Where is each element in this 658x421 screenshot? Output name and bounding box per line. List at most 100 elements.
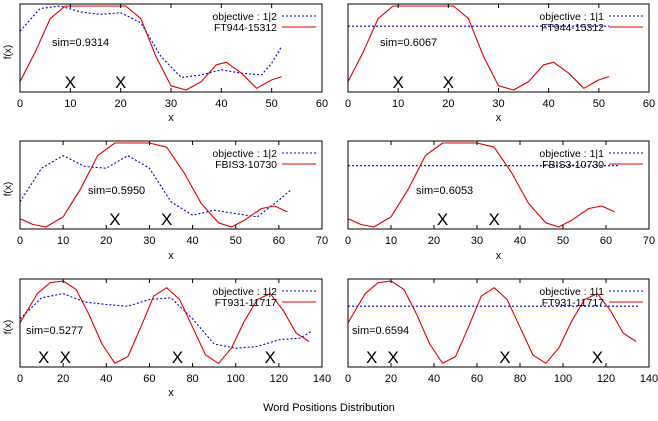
x-axis-label: x (168, 112, 174, 124)
x-tick-label: 60 (643, 98, 655, 110)
objective-line (20, 293, 312, 349)
x-axis-label: x (496, 112, 502, 124)
x-tick-label: 40 (215, 98, 227, 110)
x-tick-label: 0 (345, 373, 351, 385)
x-tick-label: 70 (316, 235, 328, 247)
x-marker: X (437, 210, 448, 229)
legend-label: objective : 1|1 (539, 286, 604, 298)
x-marker: X (161, 210, 172, 229)
x-tick-label: 60 (471, 373, 483, 385)
x-marker: X (443, 73, 454, 92)
x-tick-label: 120 (597, 373, 615, 385)
x-tick-label: 10 (392, 98, 404, 110)
fit-line (348, 280, 637, 364)
x-tick-label: 40 (428, 373, 440, 385)
x-tick-label: 80 (186, 373, 198, 385)
x-tick-label: 50 (266, 98, 278, 110)
plot-frame (347, 140, 650, 230)
fit-line (20, 280, 310, 364)
x-tick-label: 40 (514, 235, 526, 247)
plot-frame (347, 278, 650, 368)
x-tick-label: 70 (643, 235, 655, 247)
x-tick-label: 80 (514, 373, 526, 385)
x-tick-label: 100 (227, 373, 245, 385)
x-tick-label: 60 (273, 235, 285, 247)
x-tick-label: 20 (100, 235, 112, 247)
x-tick-label: 30 (165, 98, 177, 110)
x-tick-label: 30 (143, 235, 155, 247)
x-tick-label: 10 (57, 235, 69, 247)
fit-line (348, 142, 615, 228)
x-marker: X (38, 348, 49, 367)
legend-label: objective : 1|1 (539, 148, 604, 160)
y-axis-label: f(x) (3, 45, 14, 59)
x-tick-label: 0 (345, 235, 351, 247)
x-marker: X (489, 210, 500, 229)
x-tick-label: 0 (17, 235, 23, 247)
legend-label: FBIS3-10730 (215, 159, 277, 171)
x-tick-label: 60 (316, 98, 328, 110)
sim-label: sim=0.5950 (88, 185, 145, 197)
x-marker: X (366, 348, 377, 367)
fit-line (348, 5, 610, 91)
legend-label: FT944-15312 (541, 22, 604, 34)
x-tick-label: 30 (492, 98, 504, 110)
sim-label: sim=0.6067 (380, 37, 437, 49)
x-tick-label: 10 (385, 235, 397, 247)
x-tick-label: 50 (230, 235, 242, 247)
sim-label: sim=0.6594 (352, 325, 409, 337)
plot-frame (19, 278, 323, 368)
x-marker: X (65, 73, 76, 92)
x-tick-label: 0 (17, 98, 23, 110)
objective-line (20, 5, 283, 78)
x-axis-label: x (496, 250, 502, 262)
x-marker: X (387, 348, 398, 367)
objective-line (20, 155, 293, 218)
x-marker: X (172, 348, 183, 367)
x-tick-label: 0 (17, 373, 23, 385)
x-tick-label: 50 (593, 98, 605, 110)
x-marker: X (499, 348, 510, 367)
x-tick-label: 140 (313, 373, 331, 385)
legend-label: FBIS3-10730 (542, 159, 604, 171)
x-tick-label: 20 (385, 373, 397, 385)
x-axis-label: x (168, 387, 174, 399)
x-tick-label: 30 (471, 235, 483, 247)
legend-label: objective : 1|2 (212, 148, 277, 160)
x-marker: X (115, 73, 126, 92)
x-tick-label: 20 (115, 98, 127, 110)
x-marker: X (60, 348, 71, 367)
x-marker: X (392, 73, 403, 92)
x-tick-label: 20 (57, 373, 69, 385)
sim-label: sim=0.6053 (416, 185, 473, 197)
fit-line (20, 142, 288, 228)
legend-label: objective : 1|2 (212, 286, 277, 298)
x-axis-label: x (168, 250, 174, 262)
x-tick-label: 120 (270, 373, 288, 385)
figure-caption: Word Positions Distribution (263, 402, 395, 414)
sim-label: sim=0.5277 (26, 325, 83, 337)
x-tick-label: 50 (557, 235, 569, 247)
x-tick-label: 140 (640, 373, 658, 385)
y-axis-label: f(x) (3, 182, 14, 196)
legend-label: objective : 1|1 (539, 11, 604, 23)
legend-label: FT931-11717 (542, 297, 604, 309)
x-tick-label: 100 (554, 373, 572, 385)
x-tick-label: 40 (100, 373, 112, 385)
x-marker: X (592, 348, 603, 367)
legend-label: objective : 1|2 (212, 11, 277, 23)
x-tick-label: 20 (428, 235, 440, 247)
fit-line (20, 5, 282, 91)
plot-frame (19, 140, 323, 230)
x-tick-label: 60 (600, 235, 612, 247)
x-marker: X (109, 210, 120, 229)
legend-label: FT944-15312 (214, 22, 277, 34)
x-tick-label: 20 (442, 98, 454, 110)
legend-label: FT931-11717 (215, 297, 277, 309)
